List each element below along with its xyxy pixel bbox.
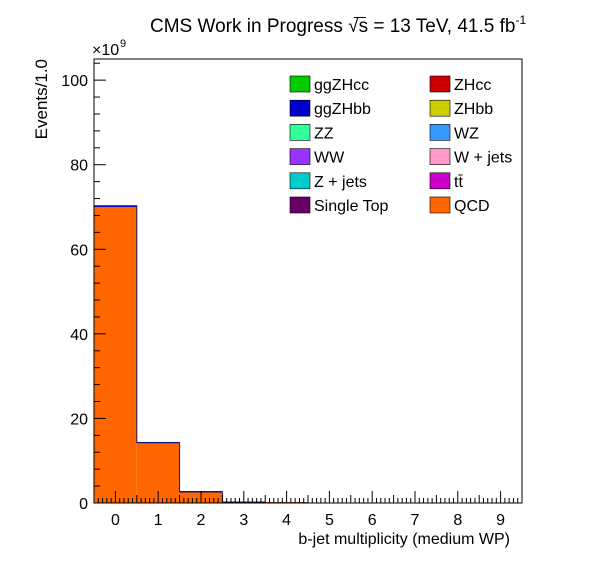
y-axis-label: Events/1.0: [32, 59, 51, 139]
x-tick-label: 7: [411, 512, 420, 529]
x-tick-label: 9: [496, 512, 505, 529]
x-tick-label: 4: [282, 512, 291, 529]
sqrt-s: √ s: [348, 16, 368, 37]
chart-title: CMS Work in Progress √ s = 13 TeV, 41.5 f…: [150, 13, 527, 38]
legend-swatch: [429, 99, 451, 117]
y-multiplier-exponent: 9: [120, 38, 126, 50]
axes-layer: [93, 58, 523, 504]
y-tick-label: 40: [70, 327, 88, 344]
legend-swatch: [429, 172, 451, 190]
legend-label: ZHbb: [454, 101, 493, 118]
legend-label: ZHcc: [454, 77, 491, 94]
y-tick-label: 0: [79, 496, 88, 513]
energy-var: s: [358, 16, 369, 37]
x-tick-label: 0: [111, 512, 120, 529]
legend-label: QCD: [454, 198, 490, 215]
bar-ggzhbb-0: [94, 205, 137, 207]
bars-layer: [93, 205, 522, 504]
legend-swatch: [289, 124, 311, 141]
legend-label: tt̄: [454, 174, 463, 191]
legend-swatch: [429, 124, 451, 141]
legend-swatch: [429, 75, 451, 93]
y-tick-label: 20: [70, 411, 88, 428]
x-tick-label: 5: [325, 512, 334, 529]
legend: ggZHcc ZHcc ggZHbb ZHbb ZZ WZ WW W + jets Z + je…: [289, 75, 512, 215]
legend-label: ggZHbb: [314, 101, 371, 118]
legend-swatch: [289, 99, 311, 117]
x-tick-label: 2: [197, 512, 206, 529]
legend-swatch: [429, 196, 451, 214]
legend-swatch: [289, 75, 311, 93]
x-tick-label: 6: [368, 512, 377, 529]
legend-label: WW: [314, 150, 345, 167]
sqrt-symbol: √: [348, 16, 359, 37]
legend-swatch: [289, 196, 311, 214]
x-tick-label: 8: [453, 512, 462, 529]
legend-swatch: [289, 172, 311, 190]
bar-qcd-0: [94, 207, 137, 503]
legend-swatch: [429, 148, 451, 165]
x-axis-label: b-jet multiplicity (medium WP): [298, 531, 510, 548]
legend-label: WZ: [454, 125, 479, 142]
legend-label: ggZHcc: [314, 77, 369, 94]
lumi-exponent: -1: [515, 13, 527, 27]
legend-label: Z + jets: [314, 174, 367, 191]
title-prefix: CMS Work in Progress: [150, 16, 343, 37]
legend-label: W + jets: [454, 150, 512, 167]
y-multiplier: ×10: [92, 42, 119, 59]
legend-label: ZZ: [314, 125, 334, 142]
legend-swatch: [289, 148, 311, 165]
y-tick-label: 100: [61, 73, 88, 90]
energy-text: = 13 TeV, 41.5 fb: [368, 16, 516, 37]
x-tick-label: 3: [239, 512, 248, 529]
y-tick-label: 60: [70, 242, 88, 259]
legend-label: Single Top: [314, 198, 389, 215]
y-tick-label: 80: [70, 158, 88, 175]
x-tick-label: 1: [154, 512, 163, 529]
sqrt-overbar: [354, 17, 367, 18]
